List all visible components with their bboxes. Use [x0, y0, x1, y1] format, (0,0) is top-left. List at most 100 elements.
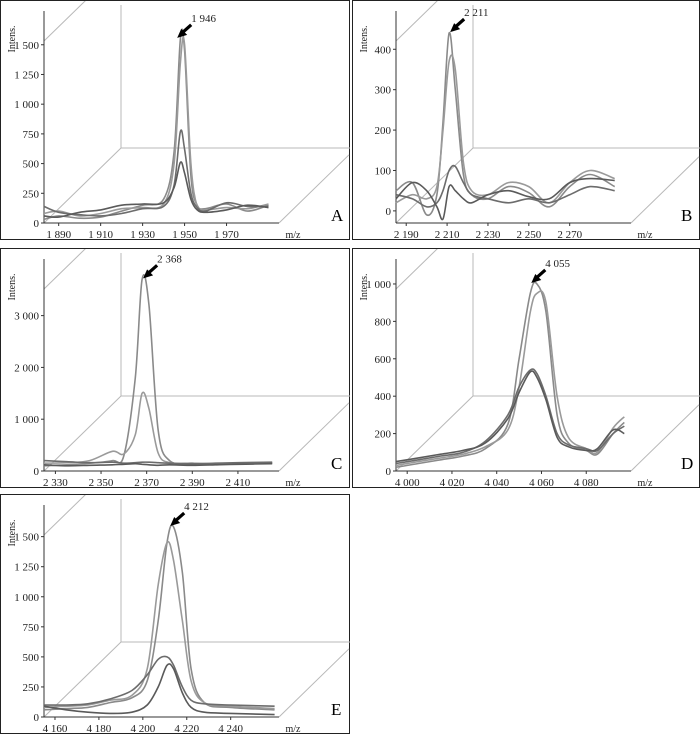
peak-arrow [170, 511, 186, 527]
y-tick-label: 750 [23, 622, 40, 634]
perspective-box [395, 1, 700, 224]
y-tick-label: 100 [375, 165, 392, 177]
x-tick-label: 1 930 [130, 229, 155, 241]
y-tick-label: 600 [375, 354, 392, 366]
peak-arrow [143, 264, 159, 279]
chart-C: Intens. 0 1 000 2 000 3 000 2 330 2 350 2 370 2 … [7, 249, 350, 489]
box-edge-right [630, 404, 700, 472]
box-top-diagonal [395, 249, 438, 290]
y-tick-label: 1 500 [14, 40, 39, 52]
series-line-4 [395, 177, 615, 221]
x-tick-label: 2 270 [557, 229, 582, 241]
x-tick-label: 4 180 [87, 723, 112, 735]
y-tick-label: 1 000 [14, 592, 39, 604]
y-tick-label: 1 000 [14, 414, 39, 426]
y-tick-label: 2 000 [14, 362, 39, 374]
series-line-4 [395, 370, 625, 463]
x-tick-label: 2 230 [476, 229, 501, 241]
x-tick-label: 1 890 [46, 229, 71, 241]
x-axis-label: m/z [638, 478, 654, 489]
series-line-4 [43, 462, 273, 467]
y-axis-label: Intens. [359, 26, 370, 53]
y-tick-label: 800 [375, 316, 392, 328]
x-axis-label: m/z [638, 230, 654, 241]
panel-B: Intens. 0 100 200 300 400 2 190 2 210 2 230 2 250… [352, 0, 700, 241]
x-tick-label: 4 160 [43, 723, 68, 735]
panel-letter: E [331, 700, 341, 719]
box-edge-left [395, 395, 474, 472]
x-tick-label: 2 190 [394, 229, 419, 241]
chart-B: Intens. 0 100 200 300 400 2 190 2 210 2 230 2 250… [359, 1, 700, 241]
y-tick-label: 0 [34, 712, 40, 724]
y-tick-label: 0 [34, 466, 40, 478]
axes [393, 11, 631, 226]
series-line-2 [43, 540, 275, 710]
y-tick-label: 3 000 [14, 311, 39, 323]
box-top-diagonal [43, 1, 86, 42]
series-line-1 [395, 32, 616, 217]
y-tick-label: 300 [375, 85, 392, 97]
x-tick-label: 4 080 [574, 477, 599, 489]
x-tick-label: 2 350 [89, 477, 114, 489]
box-edge-left [43, 395, 122, 472]
y-tick-label: 1 500 [14, 532, 39, 544]
x-axis-label: m/z [286, 230, 302, 241]
peak-label: 2 211 [464, 7, 488, 19]
y-tick-label: 0 [386, 206, 392, 218]
x-axis-label: m/z [286, 724, 302, 735]
panel-letter: A [331, 206, 344, 225]
box-edge-right [278, 402, 350, 472]
series-line-3 [43, 129, 269, 217]
series-line-1 [43, 28, 269, 221]
axes [41, 11, 279, 226]
series-line-4 [43, 161, 269, 219]
x-tick-label: 4 060 [529, 477, 554, 489]
panel-C: Intens. 0 1 000 2 000 3 000 2 330 2 350 2 370 2 … [0, 248, 350, 489]
series-line-3 [43, 459, 273, 465]
x-tick-label: 4 240 [218, 723, 243, 735]
peak-label: 1 946 [191, 13, 216, 25]
box-edge-right [278, 154, 350, 224]
box-top-diagonal [395, 1, 438, 42]
peak-arrow [531, 268, 547, 283]
panel-A: Intens. 0 250 500 750 1 000 1 250 1 500 1 890 1 9… [0, 0, 350, 241]
y-tick-label: 0 [386, 466, 392, 478]
x-tick-label: 1 910 [88, 229, 113, 241]
perspective-box [43, 249, 350, 472]
panel-letter: D [681, 454, 693, 473]
panel-D: Intens. 0 200 400 600 800 1 000 4 000 4 020 4 040… [352, 248, 700, 489]
y-tick-label: 0 [34, 218, 40, 230]
y-tick-label: 1 250 [14, 562, 39, 574]
box-edge-left [395, 147, 474, 224]
y-axis-label: Intens. [7, 26, 18, 53]
chart-D: Intens. 0 200 400 600 800 1 000 4 000 4 020 4 040… [359, 249, 700, 489]
peak-arrow [450, 17, 466, 33]
x-tick-label: 2 410 [226, 477, 251, 489]
chart-E: Intens. 0 250 500 750 1 000 1 250 1 500 4 160 4 1… [7, 495, 350, 735]
peak-label: 2 368 [157, 253, 182, 265]
x-tick-label: 4 020 [440, 477, 465, 489]
y-tick-label: 1 000 [366, 279, 391, 291]
x-tick-label: 4 220 [174, 723, 199, 735]
x-tick-label: 1 950 [172, 229, 197, 241]
peak-label: 4 055 [545, 258, 570, 270]
y-tick-label: 200 [375, 125, 392, 137]
y-axis-label: Intens. [7, 274, 18, 301]
box-top-diagonal [43, 249, 86, 290]
series-line-4 [43, 663, 275, 716]
x-tick-label: 4 200 [130, 723, 155, 735]
x-tick-label: 4 000 [395, 477, 420, 489]
peak-arrow [177, 23, 193, 38]
series-line-1 [395, 281, 625, 469]
x-tick-label: 1 970 [214, 229, 239, 241]
panel-E: Intens. 0 250 500 750 1 000 1 250 1 500 4 160 4 1… [0, 494, 350, 735]
x-tick-label: 2 330 [43, 477, 68, 489]
axes [41, 259, 279, 474]
series-line-3 [395, 164, 615, 208]
perspective-box [43, 1, 350, 224]
series-line-1 [43, 524, 275, 711]
x-tick-label: 2 250 [516, 229, 541, 241]
x-tick-label: 2 370 [134, 477, 159, 489]
y-tick-label: 500 [23, 159, 40, 171]
axes [393, 259, 631, 474]
